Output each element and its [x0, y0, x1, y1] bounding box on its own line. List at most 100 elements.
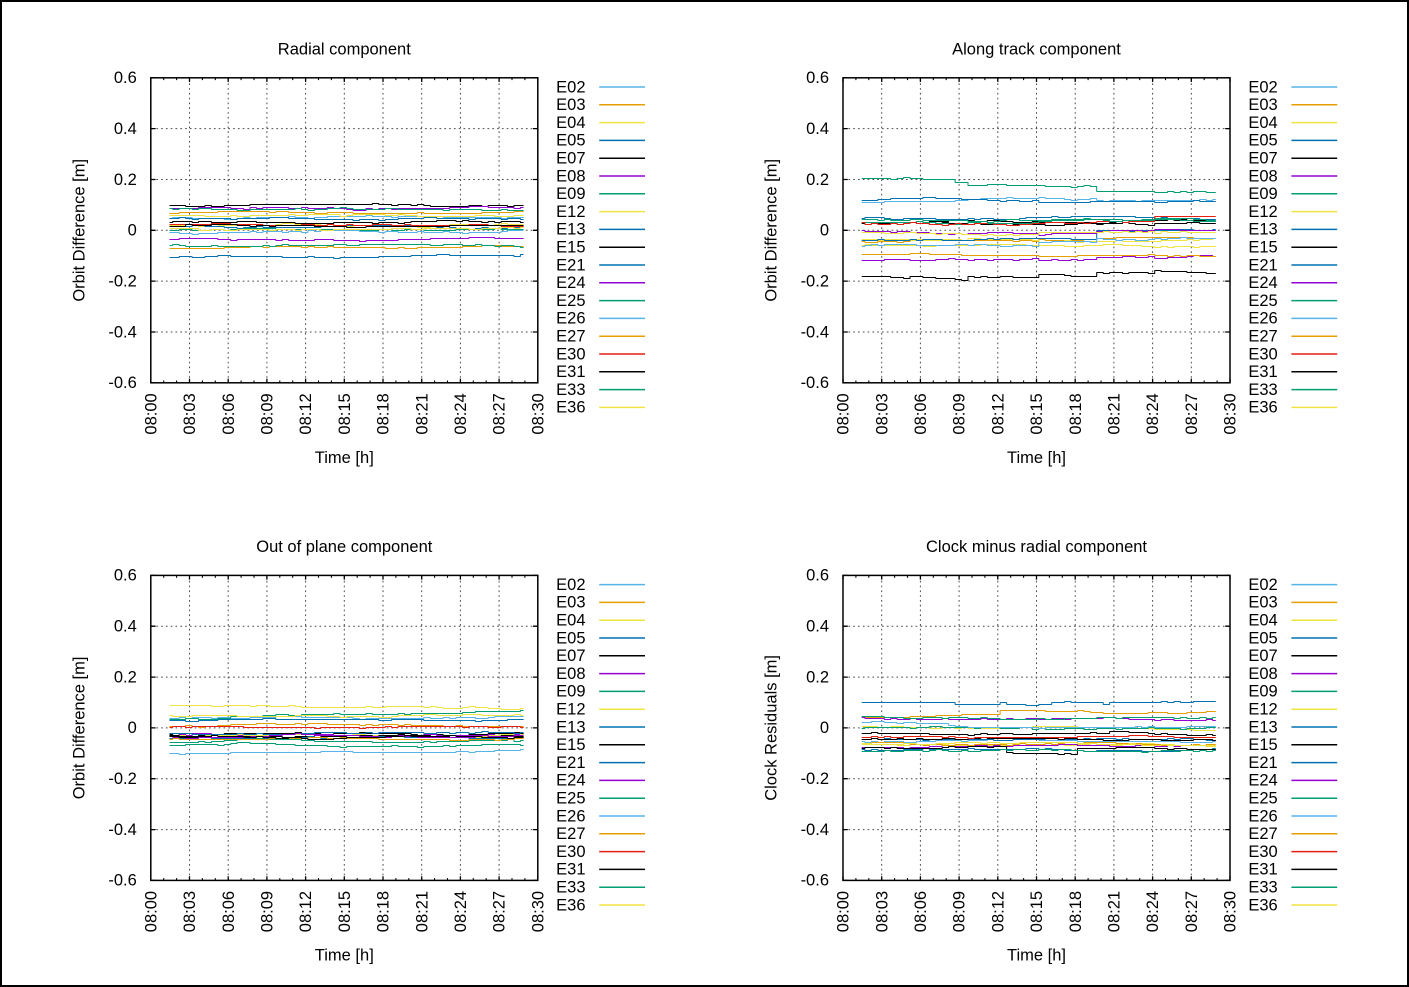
svg-text:E24: E24 [556, 772, 585, 790]
svg-text:E30: E30 [556, 843, 585, 861]
svg-text:Clock minus radial component: Clock minus radial component [926, 538, 1147, 556]
svg-text:E09: E09 [556, 185, 585, 203]
svg-text:Time [h]: Time [h] [315, 946, 374, 964]
svg-text:E04: E04 [1248, 114, 1277, 132]
svg-text:08:12: 08:12 [989, 393, 1007, 434]
svg-text:E13: E13 [556, 221, 585, 239]
svg-text:E21: E21 [1248, 754, 1277, 772]
svg-text:E26: E26 [1248, 310, 1277, 328]
svg-text:E21: E21 [556, 256, 585, 274]
svg-text:E08: E08 [1248, 167, 1277, 185]
svg-text:08:24: 08:24 [1144, 891, 1162, 932]
svg-text:E31: E31 [556, 861, 585, 879]
svg-text:E25: E25 [1248, 292, 1277, 310]
svg-text:08:12: 08:12 [297, 393, 315, 434]
svg-text:Clock Residuals [m]: Clock Residuals [m] [763, 655, 781, 801]
svg-text:08:27: 08:27 [491, 393, 509, 434]
svg-text:08:27: 08:27 [1183, 891, 1201, 932]
svg-text:E33: E33 [556, 879, 585, 897]
svg-text:08:03: 08:03 [873, 891, 891, 932]
svg-text:08:30: 08:30 [529, 891, 547, 932]
svg-text:E30: E30 [1248, 345, 1277, 363]
svg-text:Orbit Difference [m]: Orbit Difference [m] [70, 657, 88, 800]
svg-text:08:18: 08:18 [1067, 393, 1085, 434]
svg-text:E26: E26 [1248, 807, 1277, 825]
svg-text:0.2: 0.2 [806, 668, 829, 686]
svg-text:0.4: 0.4 [806, 120, 829, 138]
svg-text:08:03: 08:03 [181, 393, 199, 434]
svg-text:-0.4: -0.4 [801, 323, 829, 341]
svg-text:E04: E04 [556, 612, 585, 630]
svg-text:E02: E02 [556, 576, 585, 594]
svg-text:08:09: 08:09 [259, 393, 277, 434]
svg-text:-0.6: -0.6 [801, 872, 829, 890]
svg-text:08:12: 08:12 [297, 891, 315, 932]
svg-text:E33: E33 [556, 381, 585, 399]
svg-text:08:30: 08:30 [1222, 393, 1240, 434]
svg-text:E25: E25 [556, 292, 585, 310]
svg-text:08:27: 08:27 [1183, 393, 1201, 434]
svg-text:E09: E09 [1248, 683, 1277, 701]
svg-text:E31: E31 [556, 363, 585, 381]
svg-text:Time [h]: Time [h] [1007, 449, 1066, 467]
svg-text:E02: E02 [1248, 78, 1277, 96]
svg-text:-0.4: -0.4 [108, 821, 136, 839]
svg-text:E03: E03 [1248, 594, 1277, 612]
svg-text:E24: E24 [556, 274, 585, 292]
svg-text:Radial component: Radial component [278, 40, 411, 58]
svg-text:-0.2: -0.2 [108, 272, 136, 290]
svg-text:E15: E15 [1248, 736, 1277, 754]
svg-text:E05: E05 [1248, 132, 1277, 150]
svg-text:Out of plane component: Out of plane component [256, 538, 433, 556]
svg-text:E02: E02 [1248, 576, 1277, 594]
svg-text:E08: E08 [556, 167, 585, 185]
svg-text:Time [h]: Time [h] [1007, 946, 1066, 964]
svg-text:08:21: 08:21 [1106, 891, 1124, 932]
svg-text:E07: E07 [556, 150, 585, 168]
svg-text:08:00: 08:00 [835, 393, 853, 434]
svg-text:0.2: 0.2 [806, 171, 829, 189]
svg-text:08:00: 08:00 [835, 891, 853, 932]
svg-text:08:18: 08:18 [375, 891, 393, 932]
svg-text:E13: E13 [1248, 221, 1277, 239]
svg-text:0.4: 0.4 [114, 120, 137, 138]
svg-text:E26: E26 [556, 310, 585, 328]
svg-text:08:09: 08:09 [259, 891, 277, 932]
svg-text:E21: E21 [556, 754, 585, 772]
svg-text:E05: E05 [556, 132, 585, 150]
svg-text:E33: E33 [1248, 381, 1277, 399]
svg-text:E36: E36 [1248, 896, 1277, 914]
svg-text:E27: E27 [1248, 328, 1277, 346]
svg-text:E36: E36 [1248, 399, 1277, 417]
svg-text:E21: E21 [1248, 256, 1277, 274]
svg-text:0: 0 [128, 222, 137, 240]
svg-text:08:21: 08:21 [413, 891, 431, 932]
svg-text:08:03: 08:03 [181, 891, 199, 932]
svg-text:E33: E33 [1248, 879, 1277, 897]
svg-text:08:15: 08:15 [336, 393, 354, 434]
svg-text:-0.4: -0.4 [801, 821, 829, 839]
svg-text:E03: E03 [1248, 96, 1277, 114]
svg-text:-0.2: -0.2 [801, 770, 829, 788]
svg-text:-0.2: -0.2 [801, 272, 829, 290]
svg-text:08:03: 08:03 [873, 393, 891, 434]
svg-text:08:27: 08:27 [491, 891, 509, 932]
svg-text:08:00: 08:00 [142, 393, 160, 434]
svg-text:E03: E03 [556, 96, 585, 114]
svg-text:E30: E30 [556, 345, 585, 363]
svg-text:08:06: 08:06 [912, 393, 930, 434]
svg-text:08:24: 08:24 [452, 891, 470, 932]
svg-text:E03: E03 [556, 594, 585, 612]
svg-text:08:24: 08:24 [452, 393, 470, 434]
svg-text:Orbit Difference [m]: Orbit Difference [m] [70, 159, 88, 302]
svg-text:08:06: 08:06 [912, 891, 930, 932]
svg-text:08:18: 08:18 [375, 393, 393, 434]
svg-text:E12: E12 [1248, 203, 1277, 221]
svg-text:-0.6: -0.6 [108, 872, 136, 890]
svg-text:0: 0 [128, 719, 137, 737]
svg-text:E07: E07 [556, 647, 585, 665]
svg-text:08:30: 08:30 [1222, 891, 1240, 932]
svg-text:E24: E24 [1248, 772, 1277, 790]
svg-text:E13: E13 [556, 718, 585, 736]
svg-text:E15: E15 [556, 736, 585, 754]
